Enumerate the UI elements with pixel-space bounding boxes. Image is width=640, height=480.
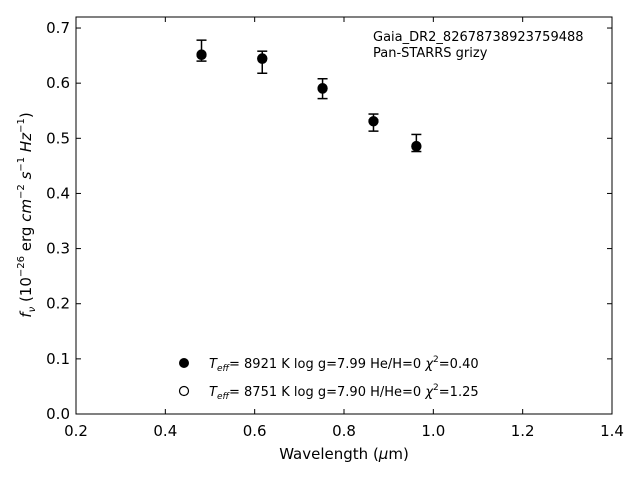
legend-marker-filled — [179, 358, 189, 368]
x-tick-label: 0.6 — [243, 422, 267, 440]
legend: Teff= 8921 K log g=7.99 He/H=0 χ2=0.40 T… — [178, 355, 479, 402]
x-tick-label: 0.8 — [332, 422, 356, 440]
y-tick-label: 0.7 — [46, 19, 70, 37]
y-tick-label: 0.2 — [46, 295, 70, 313]
y-tick-label: 0.0 — [46, 405, 70, 423]
y-tick-label: 0.4 — [46, 184, 70, 202]
y-tick-label: 0.3 — [46, 240, 70, 258]
annotation-survey: Pan-STARRS grizy — [373, 46, 488, 61]
x-tick-label: 1.2 — [511, 422, 535, 440]
x-tick-label: 0.2 — [64, 422, 88, 440]
model-point-open — [411, 141, 422, 152]
model-point-open — [368, 116, 379, 127]
x-axis-label: Wavelength (μm) — [279, 445, 409, 463]
legend-marker-open — [178, 385, 190, 397]
model-point-open — [317, 83, 328, 94]
annotation-source-id: Gaia_DR2_82678738923759488 — [373, 30, 584, 45]
x-tick-label: 1.0 — [421, 422, 445, 440]
x-axis-ticks: 0.2 0.4 0.6 0.8 1.0 1.2 1.4 — [64, 17, 624, 440]
y-tick-label: 0.1 — [46, 350, 70, 368]
y-axis-label: fν (10−26 erg cm−2 s−1 Hz−1) — [16, 112, 38, 317]
y-tick-label: 0.6 — [46, 74, 70, 92]
y-tick-label: 0.5 — [46, 129, 70, 147]
x-tick-label: 1.4 — [600, 422, 624, 440]
data-markers — [196, 49, 422, 152]
model-point-open — [196, 49, 207, 60]
plot-frame — [75, 16, 613, 415]
model-point-open — [257, 53, 268, 64]
legend-entry-1: Teff= 8921 K log g=7.99 He/H=0 χ2=0.40 — [209, 355, 479, 374]
legend-entry-2: Teff= 8751 K log g=7.90 H/He=0 χ2=1.25 — [209, 383, 479, 402]
y-axis-ticks: 0.0 0.1 0.2 0.3 0.4 0.5 0.6 0.7 — [46, 19, 612, 423]
x-tick-label: 0.4 — [153, 422, 177, 440]
